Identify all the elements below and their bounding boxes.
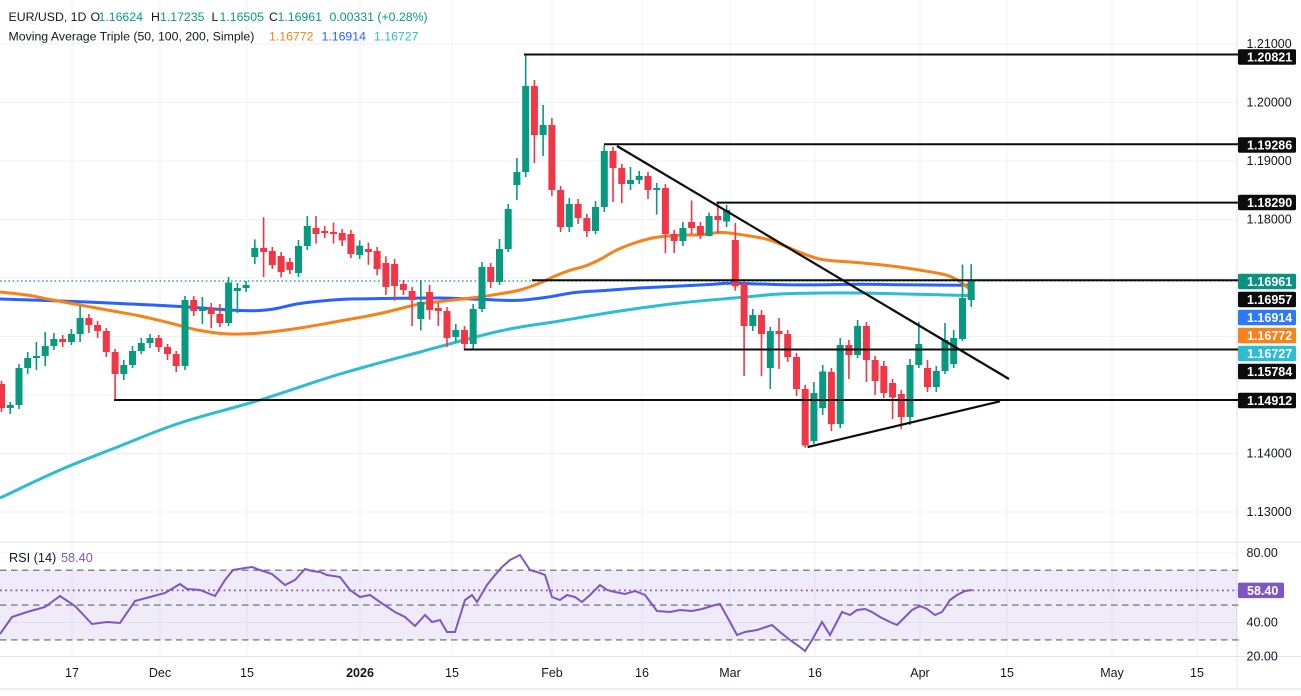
svg-text:Mar: Mar: [719, 666, 741, 680]
svg-text:20.00: 20.00: [1247, 650, 1278, 664]
svg-text:1.19286: 1.19286: [1247, 138, 1292, 152]
svg-text:H: H: [151, 10, 160, 24]
svg-text:40.00: 40.00: [1247, 616, 1278, 630]
svg-text:1.16961: 1.16961: [1247, 275, 1292, 289]
svg-text:RSI (14): RSI (14): [9, 551, 56, 565]
svg-text:Feb: Feb: [541, 666, 563, 680]
svg-text:15: 15: [1000, 666, 1014, 680]
svg-text:1.13000: 1.13000: [1247, 505, 1292, 519]
svg-text:15: 15: [240, 666, 254, 680]
svg-text:Moving Average Triple (50, 100: Moving Average Triple (50, 100, 200, Sim…: [9, 30, 255, 44]
svg-text:1.16727: 1.16727: [374, 30, 419, 44]
svg-text:1.16914: 1.16914: [1247, 311, 1292, 325]
svg-text:Dec: Dec: [149, 666, 171, 680]
svg-text:1.18000: 1.18000: [1247, 213, 1292, 227]
svg-text:1.20821: 1.20821: [1247, 50, 1292, 64]
svg-text:1.16914: 1.16914: [322, 30, 367, 44]
svg-text:1.16727: 1.16727: [1247, 347, 1292, 361]
svg-text:L: L: [212, 10, 219, 24]
svg-text:1.15784: 1.15784: [1247, 365, 1292, 379]
svg-text:0.00331 (+0.28%): 0.00331 (+0.28%): [330, 10, 428, 24]
svg-text:1.17235: 1.17235: [160, 10, 205, 24]
svg-text:O: O: [91, 10, 101, 24]
svg-text:Apr: Apr: [910, 666, 929, 680]
svg-text:EUR/USD, 1D: EUR/USD, 1D: [9, 10, 87, 24]
svg-text:1.21000: 1.21000: [1247, 37, 1292, 51]
svg-text:17: 17: [65, 666, 79, 680]
svg-text:1.14912: 1.14912: [1247, 394, 1292, 408]
svg-text:2026: 2026: [346, 666, 374, 680]
svg-text:1.19000: 1.19000: [1247, 154, 1292, 168]
svg-text:15: 15: [1190, 666, 1204, 680]
svg-text:1.16772: 1.16772: [1247, 329, 1292, 343]
svg-text:16: 16: [808, 666, 822, 680]
svg-text:C: C: [269, 10, 278, 24]
svg-text:1.20000: 1.20000: [1247, 96, 1292, 110]
svg-text:15: 15: [445, 666, 459, 680]
svg-text:1.16624: 1.16624: [99, 10, 144, 24]
svg-text:1.16957: 1.16957: [1247, 293, 1292, 307]
svg-text:1.16505: 1.16505: [220, 10, 265, 24]
svg-text:1.18290: 1.18290: [1247, 196, 1292, 210]
svg-text:16: 16: [635, 666, 649, 680]
svg-text:1.14000: 1.14000: [1247, 447, 1292, 461]
svg-text:1.16961: 1.16961: [278, 10, 323, 24]
svg-text:80.00: 80.00: [1247, 546, 1278, 560]
svg-text:58.40: 58.40: [1247, 584, 1278, 598]
svg-text:58.40: 58.40: [61, 551, 93, 565]
svg-text:1.16772: 1.16772: [269, 30, 314, 44]
svg-text:May: May: [1100, 666, 1124, 680]
